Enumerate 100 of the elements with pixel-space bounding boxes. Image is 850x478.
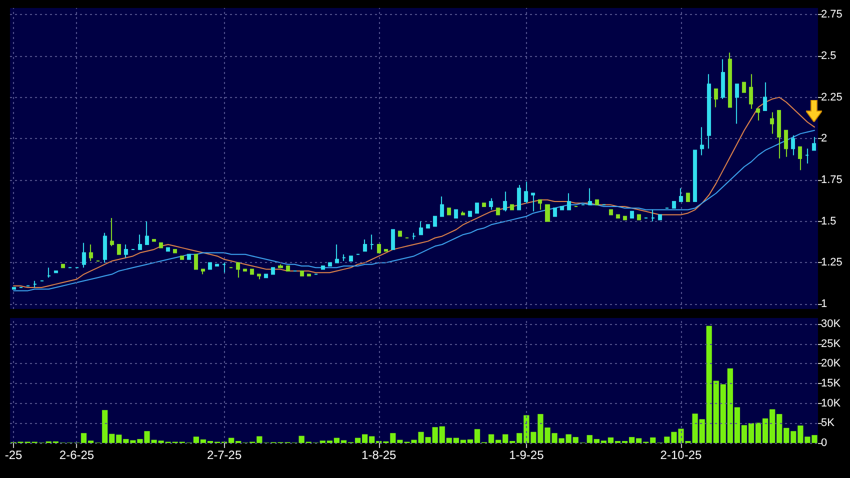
candlestick [103, 232, 107, 264]
y-tick-label: 25K [821, 338, 842, 350]
candlestick [426, 224, 430, 228]
candlestick [377, 244, 381, 254]
candlestick [335, 244, 339, 264]
candlestick [138, 234, 142, 250]
candlestick [349, 256, 353, 262]
candlestick [398, 230, 402, 237]
candlestick [250, 268, 254, 275]
candlestick [721, 58, 725, 100]
x-tick-label: 2-6-25 [59, 448, 94, 462]
candlestick [286, 266, 290, 272]
candlestick [271, 267, 275, 275]
x-tick-label: 1-9-25 [509, 448, 544, 462]
candlestick [363, 239, 367, 252]
candlestick [749, 74, 753, 110]
candlestick [524, 181, 528, 204]
candlestick [700, 126, 704, 156]
candlestick [440, 196, 444, 217]
x-tick-label: 1-8-25 [362, 448, 397, 462]
candlestick [756, 108, 760, 121]
candlestick [560, 206, 564, 210]
candlestick [33, 280, 37, 288]
candlestick [264, 274, 268, 278]
candlestick [623, 216, 627, 220]
candlestick [770, 112, 774, 134]
candlestick [61, 264, 65, 268]
candlestick [510, 204, 514, 210]
candlestick [342, 254, 346, 262]
x-tick-label: -25 [4, 448, 23, 462]
candlestick [658, 214, 662, 220]
candlestick [145, 220, 149, 245]
x-tick-label: 2-7-25 [206, 448, 242, 462]
candlestick [545, 204, 550, 222]
candlestick [588, 188, 592, 206]
candlestick [194, 254, 198, 270]
y-tick-label: 2 [821, 132, 828, 145]
candlestick [489, 198, 493, 210]
candlestick [166, 247, 170, 252]
candlestick [82, 242, 86, 268]
candlestick [651, 209, 655, 222]
candlestick [124, 244, 128, 258]
candlestick [110, 218, 114, 247]
candlestick [307, 274, 311, 276]
candlestick [763, 82, 767, 112]
candlestick [454, 209, 458, 219]
candlestick [791, 134, 795, 156]
candlestick [742, 82, 746, 93]
candlestick [609, 209, 613, 216]
candlestick [159, 242, 163, 248]
candlestick [672, 201, 676, 209]
candlestick [208, 262, 212, 270]
candlestick [503, 191, 507, 212]
candlestick [328, 262, 332, 266]
candlestick [707, 74, 711, 150]
candlestick [784, 130, 788, 158]
candlestick [567, 192, 571, 210]
candlestick [468, 210, 472, 217]
line-series [13, 130, 815, 292]
candlestick [475, 202, 479, 214]
candlestick [693, 150, 697, 202]
candlestick [686, 192, 690, 202]
candlestick [12, 287, 16, 290]
candlestick [496, 208, 500, 216]
candlestick [679, 188, 683, 202]
y-tick-label: 1.25 [821, 256, 842, 269]
candlestick [391, 229, 395, 250]
candlestick [47, 267, 51, 278]
candlestick [54, 270, 58, 274]
candlestick [187, 254, 191, 260]
candlestick [447, 208, 451, 216]
y-tick-label: 0 [821, 437, 828, 449]
candlestick [714, 88, 718, 108]
candlestick [433, 216, 437, 227]
candlestick [180, 256, 184, 260]
y-tick-label: 2.25 [821, 91, 842, 104]
y-tick-label: 20K [821, 358, 842, 370]
candlestick [236, 262, 240, 278]
candlestick [482, 202, 486, 207]
x-tick-label: 2-10-25 [660, 448, 702, 462]
candlestick [243, 268, 247, 272]
candlestick [728, 52, 732, 108]
candlestick [735, 84, 739, 124]
candlestick [637, 214, 641, 220]
candlestick [412, 232, 416, 240]
candlestick [117, 244, 121, 255]
candlestick [222, 262, 226, 274]
y-tick-label: 2.5 [821, 50, 836, 62]
candlestick [798, 146, 802, 171]
candlestick [300, 270, 304, 276]
candlestick [517, 184, 521, 210]
y-tick-label: 10K [821, 397, 842, 410]
candlestick [89, 244, 93, 262]
candlestick [321, 266, 325, 270]
candlestick [595, 199, 599, 206]
candlestick [370, 234, 374, 250]
candlestick [805, 148, 809, 164]
candlestick [278, 264, 283, 268]
candlestick [616, 214, 620, 219]
candlestick [553, 208, 557, 217]
